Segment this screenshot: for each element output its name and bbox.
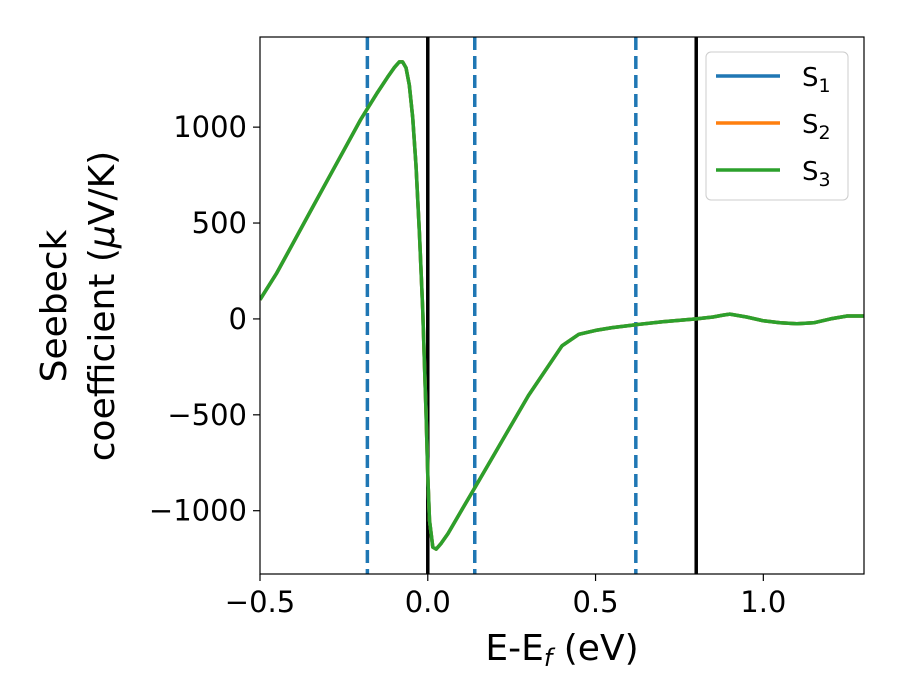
legend-box [705, 51, 849, 201]
x-axis-label: E-Ef (eV) [485, 628, 638, 672]
plot-frame [259, 36, 865, 575]
x-tick-label: 0.5 [572, 585, 618, 619]
y-axis-label-line2-start: coefficient ( [82, 248, 123, 461]
series-line-s3 [260, 60, 864, 551]
x-tick-label: 1.0 [740, 585, 786, 619]
x-axis-label-tail: (eV) [552, 628, 638, 669]
legend-label-sub: 3 [819, 169, 831, 191]
x-axis-label-main: E-E [485, 628, 543, 669]
y-tick-label: 1000 [173, 110, 247, 144]
series-lines [260, 60, 864, 551]
legend-label-main: S [802, 110, 819, 140]
x-axis-ticks: −0.5 0.0 0.5 1.0 [225, 574, 786, 619]
y-axis-label-line2: coefficient (μV/K) [82, 151, 123, 461]
y-tick-label: 500 [192, 206, 247, 240]
legend-label-s3: S3 [802, 157, 831, 191]
x-tick-label: −0.5 [225, 585, 295, 619]
legend-label-main: S [802, 157, 819, 187]
y-tick-label: 0 [229, 302, 247, 336]
y-tick-label: −500 [167, 398, 247, 432]
legend-label-s1: S1 [802, 63, 831, 97]
y-axis-ticks: −1000 −500 0 500 1000 [149, 110, 260, 528]
y-tick-label: −1000 [149, 494, 247, 528]
legend-label-sub: 1 [819, 75, 831, 97]
y-axis-label-line1: Seebeck [34, 229, 75, 382]
y-axis-label-mu: μ [82, 225, 123, 249]
y-axis-label-line2-tail: V/K) [82, 151, 123, 225]
y-axis-label: Seebeck coefficient (μV/K) [34, 151, 123, 461]
legend-label-main: S [802, 63, 819, 93]
legend-label-sub: 2 [819, 122, 831, 144]
x-tick-label: 0.0 [405, 585, 451, 619]
legend-label-s2: S2 [802, 110, 831, 144]
